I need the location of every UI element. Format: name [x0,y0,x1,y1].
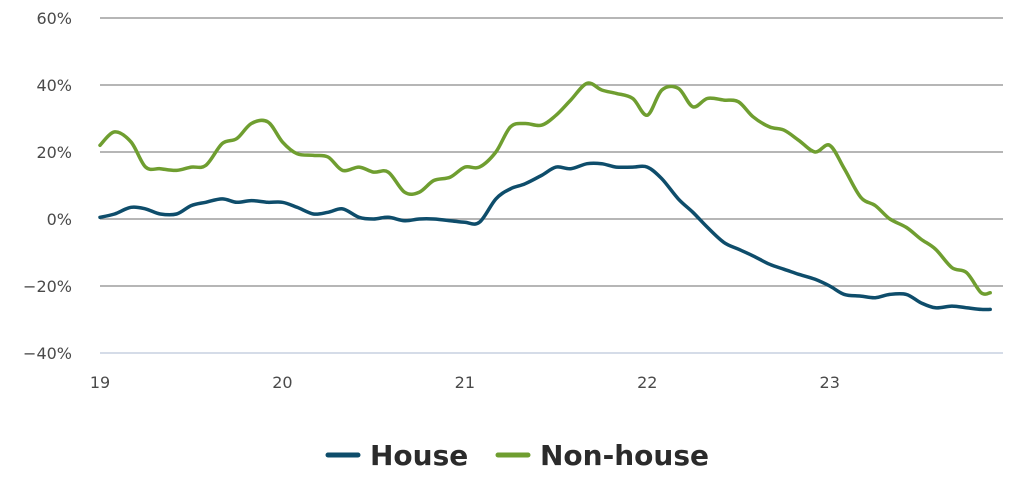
legend-label-non-house: Non-house [540,439,709,472]
y-tick-label: −20% [23,277,72,296]
legend-label-house: House [370,439,468,472]
x-tick-label: 23 [820,373,840,392]
gridlines [100,17,1003,354]
y-tick-label: −40% [23,344,72,363]
x-tick-label: 21 [455,373,475,392]
y-tick-label: 40% [36,76,72,95]
legend-item-house: House [325,439,468,472]
legend-item-non-house: Non-house [495,439,709,472]
series-line-house [98,161,992,312]
y-axis-tick-labels: 60% 40% 20% 0% −20% −40% [23,9,72,363]
legend: House Non-house [325,439,709,472]
x-axis-tick-labels: 19 20 21 22 23 [90,373,840,392]
y-tick-label: 20% [36,143,72,162]
series-line-non-house [98,81,992,296]
y-tick-label: 0% [47,210,72,229]
series-lines [98,81,992,312]
x-tick-label: 19 [90,373,110,392]
x-tick-label: 20 [272,373,292,392]
x-tick-label: 22 [637,373,657,392]
y-tick-label: 60% [36,9,72,28]
